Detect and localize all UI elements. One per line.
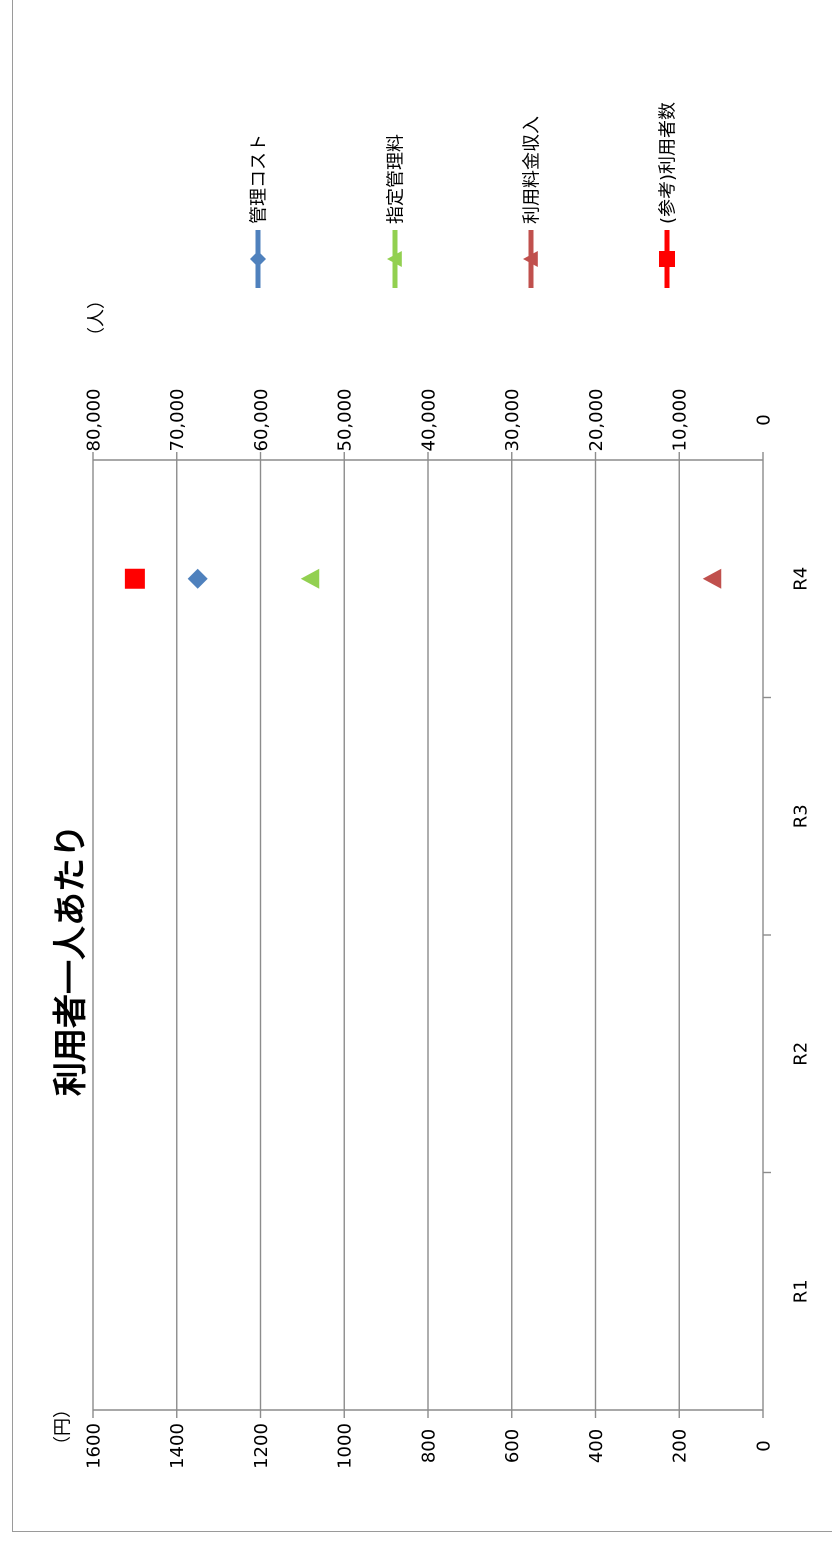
left-axis-tick-label: 1000	[335, 1423, 356, 1469]
left-axis-tick-label: 1400	[167, 1423, 188, 1469]
legend-entry: 指定管理料	[385, 134, 406, 288]
data-marks	[124, 568, 722, 589]
left-axis-tick-label: 1600	[83, 1423, 104, 1469]
right-axis-tick-label: 30,000	[502, 389, 523, 452]
right-axis-tick-label: 0	[753, 414, 774, 425]
legend-label: 管理コスト	[248, 134, 269, 224]
right-axis-unit-label: （人）	[86, 291, 107, 345]
legend-label: 利用料金収入	[521, 116, 542, 224]
axes	[92, 452, 771, 1418]
category-label: R4	[790, 567, 811, 591]
right-axis-tick-label: 70,000	[167, 389, 188, 452]
legend: 管理コスト 指定管理料 利用料金収入 (参考)利用者数	[248, 102, 678, 288]
legend-entry: 利用料金収入	[521, 116, 542, 288]
left-axis-unit-label: （円）	[52, 1400, 73, 1454]
legend-marker	[250, 251, 266, 267]
right-axis-tick-label: 80,000	[83, 389, 104, 452]
left-axis-tick-label: 1200	[251, 1423, 272, 1469]
left-axis-tick-label: 200	[670, 1429, 691, 1463]
chart-frame	[12, 0, 832, 1532]
legend-marker	[523, 251, 538, 267]
legend-entry: 管理コスト	[248, 134, 269, 288]
right-axis-tick-label: 10,000	[670, 389, 691, 452]
left-axis-tick-label: 400	[586, 1429, 607, 1463]
left-axis-tick-label: 0	[753, 1440, 774, 1451]
data-point	[187, 568, 208, 589]
chart-title: 利用者一人あたり	[51, 824, 91, 1096]
legend-label: 指定管理料	[385, 134, 406, 224]
legend-label: (参考)利用者数	[657, 102, 678, 224]
legend-marker	[387, 251, 402, 267]
right-axis-tick-label: 50,000	[335, 389, 356, 452]
data-point	[124, 568, 145, 589]
data-point	[702, 568, 722, 589]
left-axis-tick-label: 800	[418, 1429, 439, 1463]
axis-labels: 0 0 200 10,000 400 20,000 600 30,000 800 40,000 10…	[52, 291, 811, 1469]
legend-entry: (参考)利用者数	[657, 102, 678, 288]
right-axis-tick-label: 40,000	[418, 389, 439, 452]
gridlines	[92, 460, 764, 1410]
left-axis-tick-label: 600	[502, 1429, 523, 1463]
right-axis-tick-label: 60,000	[251, 389, 272, 452]
category-label: R3	[790, 804, 811, 828]
legend-marker	[659, 251, 675, 267]
right-axis-tick-label: 20,000	[586, 389, 607, 452]
category-label: R2	[790, 1042, 811, 1066]
data-point	[300, 568, 320, 589]
category-label: R1	[790, 1279, 811, 1303]
